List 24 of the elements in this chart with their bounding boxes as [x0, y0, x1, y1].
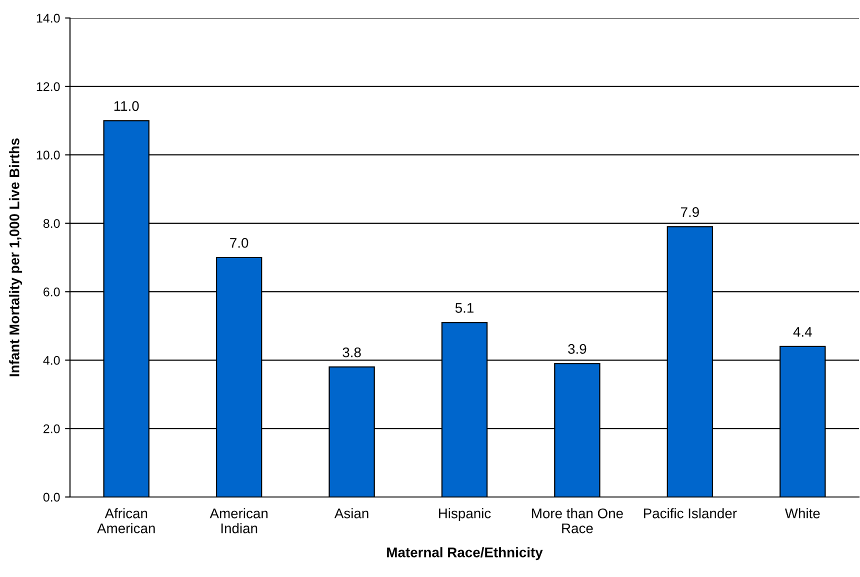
y-tick-label: 0.0	[43, 492, 60, 502]
y-tick-label: 10.0	[36, 150, 60, 160]
y-tick-label: 6.0	[44, 288, 60, 296]
data-label: 7.0	[230, 238, 248, 248]
y-axis-title: Infant Mortality per 1,000 Live Births	[9, 138, 22, 376]
y-tick-label: 12.0	[36, 82, 60, 92]
data-label: 3.9	[568, 344, 586, 354]
y-tick-label: 14.0	[36, 14, 60, 23]
data-label: 5.1	[455, 303, 474, 313]
y-tick-label: 4.0	[43, 356, 60, 365]
x-tick-label: Hispanic	[439, 508, 491, 522]
x-tick-label: American Indian	[210, 508, 268, 534]
x-axis-title: Maternal Race/Ethnicity	[387, 547, 543, 560]
x-tick-label: Pacific Islander	[644, 508, 737, 518]
x-tick-label: African American	[97, 508, 155, 534]
data-label: 11.0	[114, 101, 139, 111]
y-tick-label: 2.0	[44, 424, 60, 434]
x-tick-label: White	[784, 508, 820, 518]
data-label: 3.8	[342, 347, 361, 358]
x-tick-label: Asian	[334, 508, 368, 518]
data-label: 4.4	[793, 327, 812, 337]
data-label: 7.9	[680, 207, 699, 218]
x-tick-label: More than One Race	[532, 508, 623, 534]
y-tick-label: 8.0	[43, 219, 60, 228]
